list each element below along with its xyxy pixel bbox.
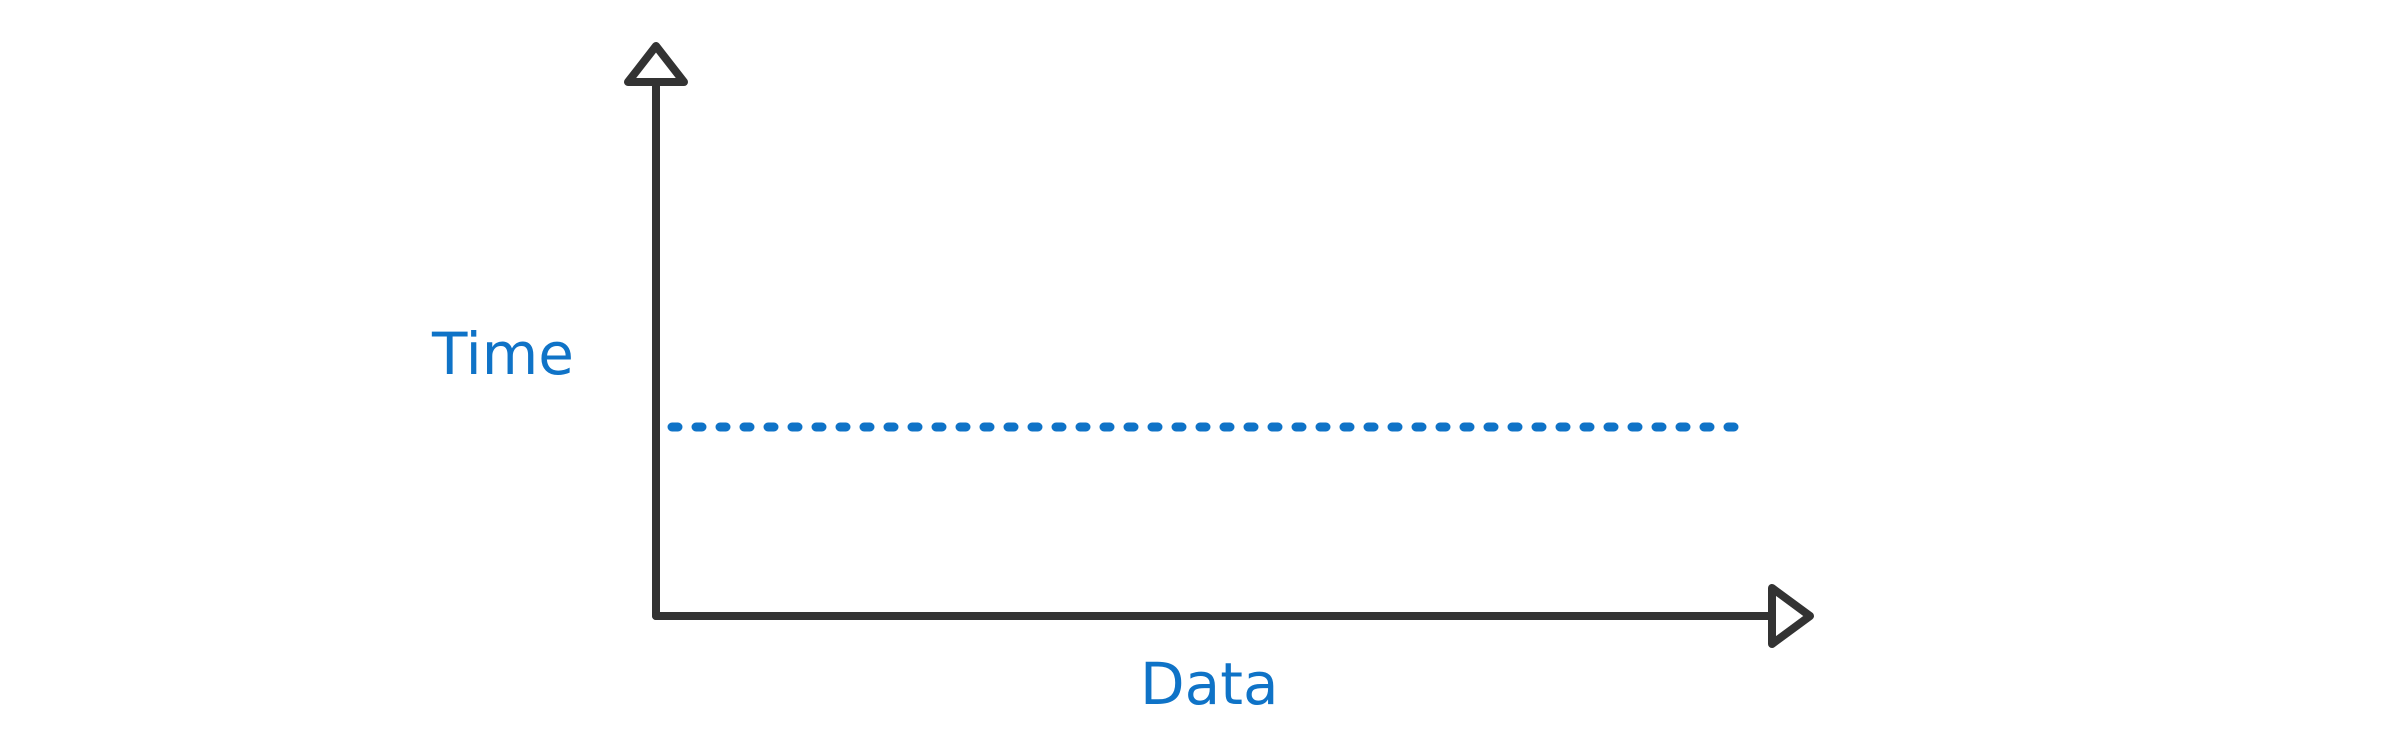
x-axis-arrow-icon <box>1768 584 1814 648</box>
y-axis-label: Time <box>431 320 574 388</box>
x-axis-label: Data <box>1140 650 1279 718</box>
y-axis-arrow-icon <box>624 42 688 86</box>
